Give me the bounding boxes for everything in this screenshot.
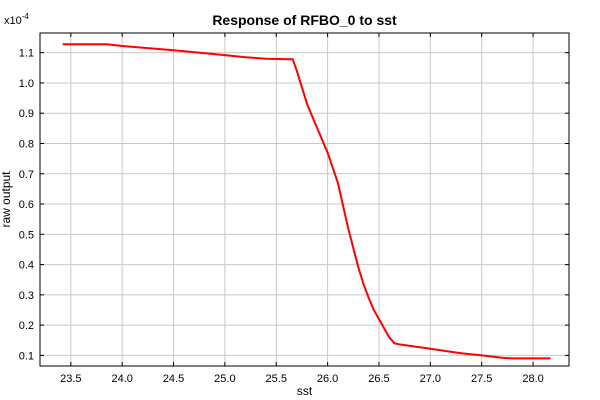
series-layer — [62, 43, 551, 360]
x-tick-label: 24.0 — [111, 373, 132, 385]
x-tick-label: 26.5 — [368, 373, 389, 385]
axis-ticks: 23.5 24.0 24.5 25.0 25.5 26.0 26.5 27.0 27.5 28.0… — [19, 33, 569, 385]
y-axis-label: raw output — [0, 171, 13, 228]
y-tick-label: 0.2 — [19, 320, 34, 332]
x-tick-label: 28.0 — [522, 373, 543, 385]
grid-lines — [40, 33, 569, 366]
x-tick-label: 27.5 — [471, 373, 492, 385]
y-multiplier-label: x10-4 — [4, 12, 29, 27]
y-tick-label: 1.0 — [19, 78, 34, 90]
x-tick-label: 26.0 — [317, 373, 338, 385]
y-tick-label: 0.1 — [19, 350, 34, 362]
y-tick-label: 0.7 — [19, 169, 34, 181]
y-tick-label: 1.1 — [19, 48, 34, 60]
chart-title: Response of RFBO_0 to sst — [212, 12, 397, 28]
y-tick-label: 0.4 — [19, 260, 34, 272]
y-tick-label: 0.8 — [19, 138, 34, 150]
y-tick-label: 0.3 — [19, 290, 34, 302]
y-multiplier-base: x10 — [4, 15, 22, 27]
x-tick-label: 25.0 — [214, 373, 235, 385]
plot-frame — [39, 32, 570, 367]
x-tick-label: 25.5 — [266, 373, 287, 385]
x-tick-label: 23.5 — [60, 373, 81, 385]
y-tick-label: 0.6 — [19, 199, 34, 211]
y-tick-label: 0.5 — [19, 229, 34, 241]
x-tick-label: 24.5 — [163, 373, 184, 385]
y-multiplier-exponent: -4 — [22, 12, 30, 21]
y-tick-label: 0.9 — [19, 108, 34, 120]
x-axis-label: sst — [297, 384, 313, 398]
series-line — [62, 43, 551, 360]
x-tick-label: 27.0 — [420, 373, 441, 385]
